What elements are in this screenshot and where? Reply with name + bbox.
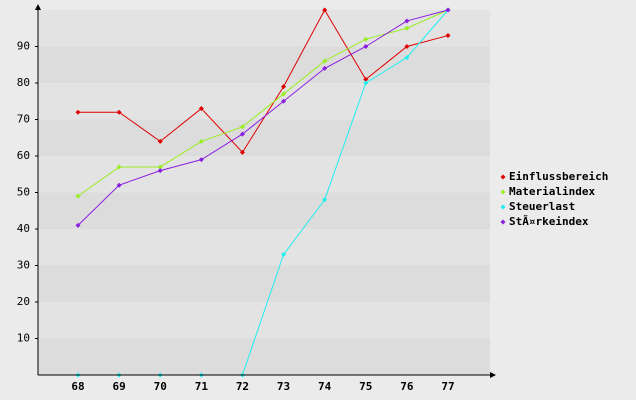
grid-band	[38, 83, 490, 120]
data-point	[363, 76, 369, 82]
grid-band	[38, 156, 490, 193]
y-tick-label: 90	[17, 40, 30, 53]
legend-marker	[500, 189, 506, 195]
data-point	[239, 149, 245, 155]
data-point	[363, 36, 369, 42]
y-tick-label: 70	[17, 113, 30, 126]
data-point	[198, 138, 204, 144]
y-tick-label: 50	[17, 186, 30, 199]
grid-band	[38, 10, 490, 47]
data-point	[157, 164, 163, 170]
data-point	[363, 80, 369, 86]
data-point	[75, 193, 81, 199]
grid-band	[38, 46, 490, 83]
grid-band	[38, 229, 490, 266]
x-tick-label: 74	[318, 380, 332, 393]
data-point	[322, 58, 328, 64]
x-tick-label: 68	[71, 380, 84, 393]
legend-label: Einflussbereich	[509, 170, 608, 183]
data-point	[157, 138, 163, 144]
legend-marker	[500, 219, 506, 225]
data-point	[322, 197, 328, 203]
data-point	[198, 106, 204, 112]
x-tick-label: 71	[195, 380, 209, 393]
data-point	[404, 25, 410, 31]
data-point	[198, 157, 204, 163]
data-point	[363, 44, 369, 49]
data-point	[322, 65, 328, 71]
legend-label: Steuerlast	[509, 200, 575, 213]
data-point	[239, 131, 245, 137]
x-tick-label: 73	[277, 380, 290, 393]
data-point	[116, 109, 122, 115]
data-point	[445, 33, 451, 39]
legend-marker	[500, 174, 506, 180]
data-point	[116, 182, 122, 188]
x-tick-label: 76	[400, 380, 414, 393]
x-tick-label: 75	[359, 380, 372, 393]
data-point	[445, 7, 451, 13]
y-tick-label: 80	[17, 76, 30, 89]
x-axis-arrow	[490, 372, 496, 378]
data-point	[281, 91, 287, 97]
x-tick-label: 77	[441, 380, 454, 393]
grid-band	[38, 338, 490, 375]
data-point	[75, 109, 81, 115]
y-axis-arrow	[35, 4, 41, 10]
data-point	[322, 7, 328, 13]
data-point	[404, 44, 410, 49]
data-point	[404, 18, 410, 24]
grid-band	[38, 302, 490, 339]
data-point	[75, 222, 81, 228]
legend-label: StÃ¤rkeindex	[509, 215, 589, 228]
series-line	[78, 8, 449, 154]
y-tick-label: 40	[17, 222, 30, 235]
grid-band	[38, 192, 490, 229]
data-point	[239, 124, 245, 130]
y-tick-label: 20	[17, 295, 30, 308]
x-tick-label: 69	[112, 380, 125, 393]
y-tick-label: 10	[17, 332, 30, 345]
x-tick-label: 70	[154, 380, 167, 393]
legend-marker	[500, 204, 506, 210]
data-point	[281, 98, 287, 104]
y-tick-label: 30	[17, 259, 30, 272]
data-point	[281, 252, 287, 258]
data-point	[404, 54, 410, 60]
data-point	[281, 84, 287, 90]
grid-band	[38, 119, 490, 156]
data-point	[116, 164, 122, 170]
y-tick-label: 60	[17, 149, 30, 162]
data-point	[157, 168, 163, 174]
grid-band	[38, 265, 490, 302]
legend-label: Materialindex	[509, 185, 595, 198]
series-line	[77, 9, 449, 226]
x-tick-label: 72	[236, 380, 249, 393]
